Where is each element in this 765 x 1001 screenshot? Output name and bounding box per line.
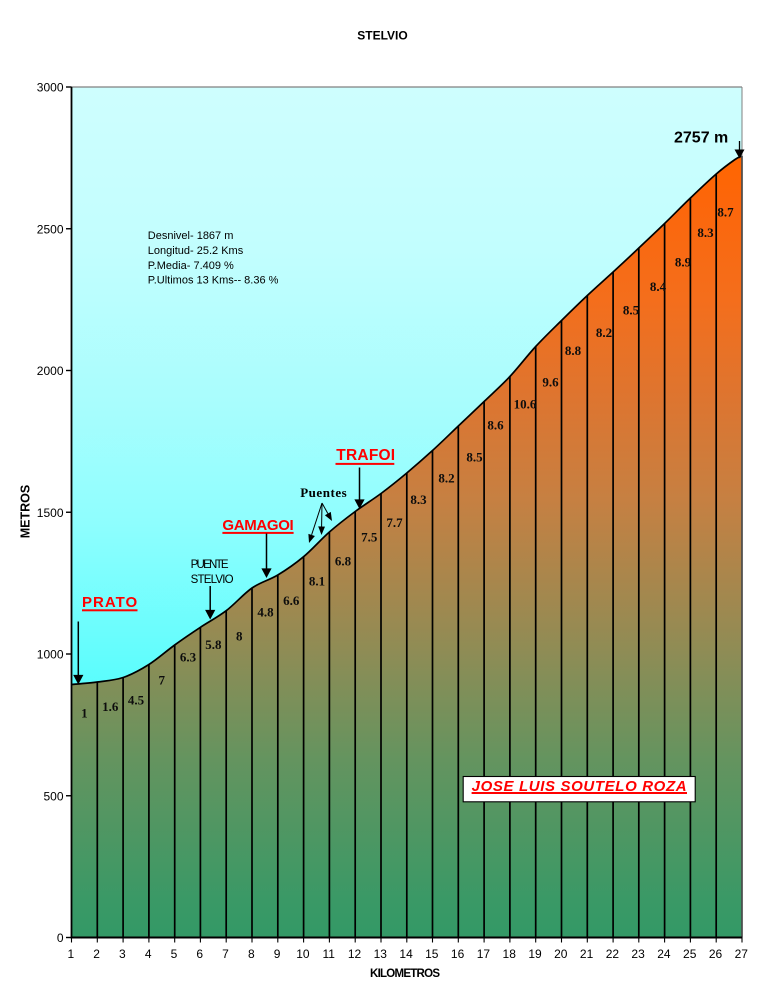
svg-text:2500: 2500 (37, 222, 64, 236)
svg-text:8.5: 8.5 (466, 450, 483, 465)
svg-text:22: 22 (606, 947, 620, 961)
svg-text:14: 14 (399, 947, 413, 961)
svg-text:6.3: 6.3 (180, 650, 197, 665)
svg-text:Longitud- 25.2 Kms: Longitud- 25.2 Kms (148, 245, 244, 257)
svg-text:8.8: 8.8 (565, 343, 582, 358)
svg-text:13: 13 (374, 947, 388, 961)
svg-text:7.5: 7.5 (361, 530, 378, 545)
svg-text:18: 18 (503, 947, 517, 961)
svg-text:6.8: 6.8 (335, 554, 352, 569)
svg-text:8.3: 8.3 (697, 225, 714, 240)
svg-text:10: 10 (296, 947, 310, 961)
svg-text:8: 8 (248, 947, 255, 961)
svg-text:KILOMETROS: KILOMETROS (370, 968, 440, 980)
svg-text:STELVIO: STELVIO (357, 29, 407, 43)
svg-text:1.6: 1.6 (102, 699, 119, 714)
svg-text:5.8: 5.8 (205, 637, 222, 652)
svg-text:1500: 1500 (37, 506, 64, 520)
svg-text:6: 6 (196, 947, 203, 961)
svg-text:8.2: 8.2 (438, 471, 454, 486)
svg-text:7: 7 (159, 673, 166, 688)
svg-text:Desnivel- 1867 m: Desnivel- 1867 m (148, 230, 234, 242)
svg-text:3: 3 (119, 947, 126, 961)
svg-text:27: 27 (735, 947, 749, 961)
svg-text:9.6: 9.6 (542, 375, 559, 390)
svg-text:8.2: 8.2 (596, 325, 612, 340)
svg-text:10.6: 10.6 (514, 397, 537, 412)
svg-text:0: 0 (57, 931, 64, 945)
svg-text:8.3: 8.3 (410, 492, 427, 507)
svg-text:8.4: 8.4 (650, 279, 667, 294)
svg-text:7.7: 7.7 (386, 515, 403, 530)
svg-text:2757 m: 2757 m (674, 130, 728, 147)
svg-text:26: 26 (709, 947, 723, 961)
svg-text:5: 5 (171, 947, 178, 961)
svg-text:15: 15 (425, 947, 439, 961)
svg-text:6.6: 6.6 (283, 593, 300, 608)
svg-text:4: 4 (145, 947, 152, 961)
svg-text:P.Media- 7.409 %: P.Media- 7.409 % (148, 260, 234, 272)
svg-text:8.9: 8.9 (675, 255, 692, 270)
svg-text:19: 19 (528, 947, 542, 961)
svg-text:8.1: 8.1 (309, 574, 325, 589)
svg-text:11: 11 (322, 947, 335, 961)
svg-text:7: 7 (222, 947, 229, 961)
svg-text:4.5: 4.5 (128, 693, 145, 708)
svg-text:JOSE LUIS SOUTELO ROZA: JOSE LUIS SOUTELO ROZA (472, 778, 687, 795)
svg-text:2: 2 (93, 947, 100, 961)
svg-text:1: 1 (81, 706, 88, 721)
svg-text:STELVIO: STELVIO (191, 574, 234, 586)
svg-text:2000: 2000 (37, 364, 64, 378)
svg-text:20: 20 (554, 947, 568, 961)
svg-text:25: 25 (683, 947, 697, 961)
svg-text:TRAFOI: TRAFOI (336, 447, 395, 464)
svg-text:500: 500 (43, 790, 63, 804)
svg-text:12: 12 (348, 947, 362, 961)
svg-text:9: 9 (274, 947, 281, 961)
svg-text:8.7: 8.7 (717, 204, 734, 219)
svg-text:24: 24 (657, 947, 671, 961)
svg-text:16: 16 (451, 947, 465, 961)
svg-text:1: 1 (67, 947, 74, 961)
svg-text:P.Ultimos 13 Kms-- 8.36 %: P.Ultimos 13 Kms-- 8.36 % (148, 275, 279, 287)
svg-text:4.8: 4.8 (257, 605, 274, 620)
svg-text:Puentes: Puentes (300, 485, 347, 500)
svg-text:8.5: 8.5 (623, 303, 640, 318)
svg-text:3000: 3000 (37, 81, 64, 95)
svg-text:23: 23 (631, 947, 645, 961)
svg-text:PRATO: PRATO (82, 594, 138, 611)
svg-text:8: 8 (236, 629, 243, 644)
svg-text:21: 21 (580, 947, 594, 961)
svg-text:METROS: METROS (19, 485, 33, 538)
svg-text:GAMAGOI: GAMAGOI (222, 517, 293, 534)
svg-text:PUENTE: PUENTE (191, 559, 229, 571)
svg-text:8.6: 8.6 (487, 418, 504, 433)
svg-text:1000: 1000 (37, 648, 64, 662)
svg-text:17: 17 (477, 947, 491, 961)
